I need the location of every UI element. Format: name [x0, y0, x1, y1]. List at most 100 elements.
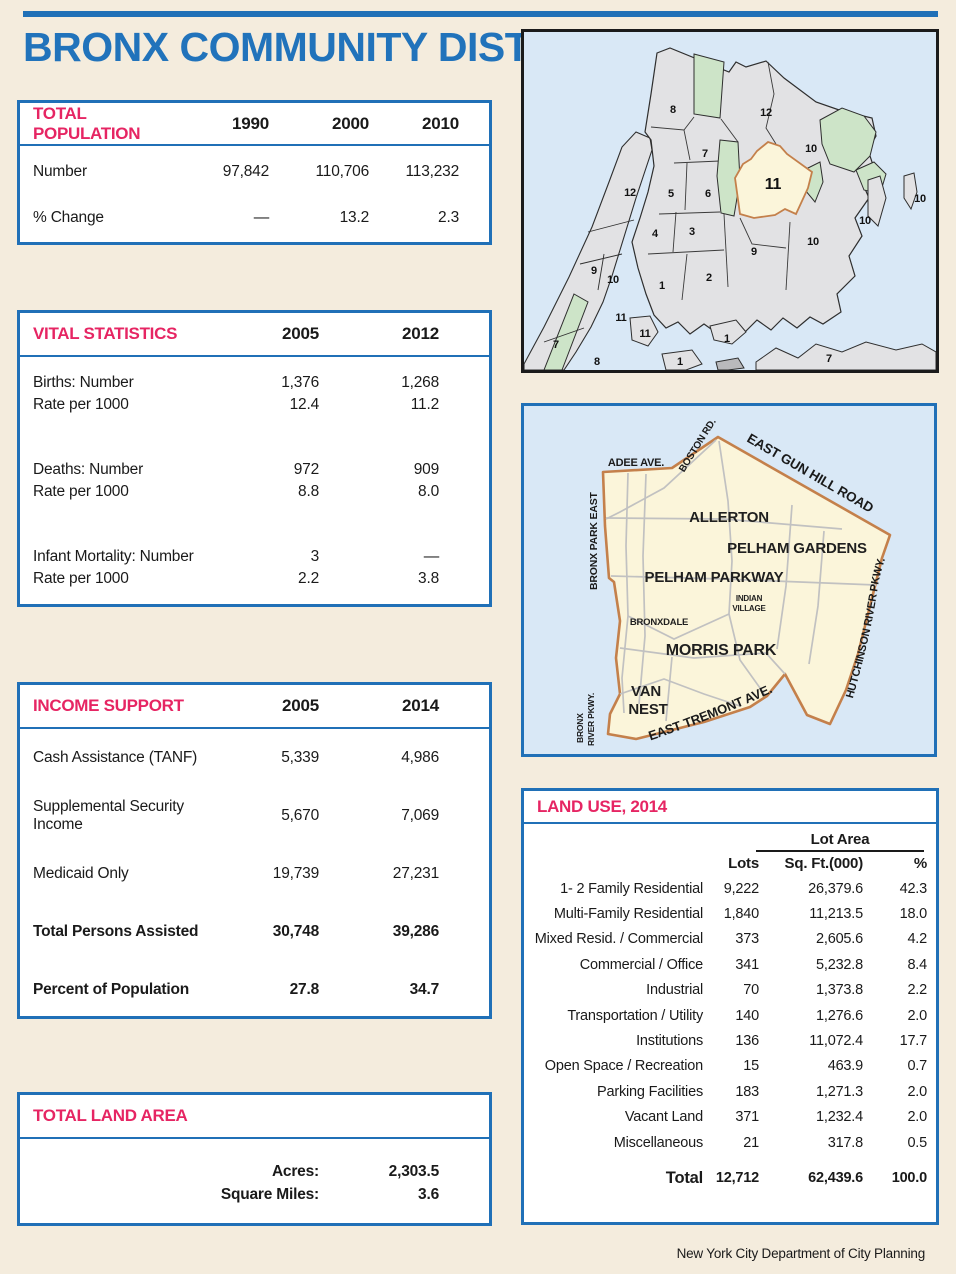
district-11-label: 11	[765, 176, 782, 193]
randalls-island-shape	[629, 315, 659, 347]
svg-text:5: 5	[668, 188, 674, 200]
pelham-bay-park-shape	[819, 107, 877, 173]
table-row: Rate per 1000 8.8 8.0	[33, 483, 439, 500]
svg-text:8: 8	[670, 104, 676, 116]
locator-map-svg: 8 12 7 10 12 5 6 11 10 10 4 3 9 10 9 10 …	[524, 32, 936, 370]
svg-text:11: 11	[639, 328, 650, 340]
pelham-gardens-label: PELHAM GARDENS	[727, 540, 867, 557]
total-land-area-table: TOTAL LAND AREA Acres: 2,303.5 Square Mi…	[17, 1092, 492, 1226]
svg-text:7: 7	[702, 148, 708, 160]
manhattan-landmass	[524, 131, 653, 370]
table-body: Number 97,842 110,706 113,232 % Change —…	[20, 146, 489, 241]
column-header: 2000	[331, 113, 369, 133]
district-11-detail-map: ADEE AVE. BOSTON RD. EAST GUN HILL ROAD …	[521, 403, 937, 757]
table-title: LAND USE, 2014	[537, 796, 667, 816]
svg-text:10: 10	[607, 274, 619, 286]
pelham-parkway-label: PELHAM PARKWAY	[645, 569, 784, 586]
svg-text:10: 10	[859, 215, 871, 227]
total-population-table: TOTAL POPULATION 1990 2000 2010 Number 9…	[17, 100, 492, 245]
lot-area-group-header: Lot Area	[756, 831, 924, 852]
svg-text:RIVER PKWY.: RIVER PKWY.	[586, 693, 596, 746]
svg-text:9: 9	[591, 265, 597, 277]
svg-text:8: 8	[594, 356, 600, 368]
column-header: 2005	[281, 324, 319, 343]
allerton-label: ALLERTON	[689, 509, 769, 526]
land-use-table: LAND USE, 2014 Lot Area Lots Sq. Ft.(000…	[521, 788, 939, 1225]
vital-statistics-table: VITAL STATISTICS 2005 2012 Births: Numbe…	[17, 310, 492, 607]
table-header: LAND USE, 2014	[524, 791, 936, 824]
table-title: TOTAL LAND AREA	[33, 1106, 188, 1125]
table-row: Industrial 70 1,373.8 2.2	[646, 982, 927, 999]
table-row: Births: Number 1,376 1,268	[33, 374, 439, 391]
column-header: Sq. Ft.(000)	[784, 855, 864, 872]
table-row: Rate per 1000 2.2 3.8	[33, 570, 439, 587]
central-park-shape	[543, 293, 589, 370]
hart-island-shape	[903, 172, 918, 211]
column-header: 1990	[231, 113, 269, 133]
table-row: Medicaid Only 19,739 27,231	[33, 865, 439, 882]
column-header: 2005	[281, 696, 319, 715]
table-row: Multi-Family Residential 1,840 11,213.5 …	[553, 906, 927, 923]
indian-village-label: INDIAN	[736, 594, 763, 603]
table-row: Cash Assistance (TANF) 5,339 4,986	[33, 749, 439, 766]
table-row: Vacant Land 371 1,232.4 2.0	[624, 1109, 927, 1126]
district-number-labels: 8 12 7 10 12 5 6 11 10 10 4 3 9 10 9 10 …	[553, 104, 926, 368]
table-header: VITAL STATISTICS 2005 2012	[20, 313, 489, 357]
table-row: Open Space / Recreation 15 463.9 0.7	[544, 1058, 927, 1075]
adee-ave-label: ADEE AVE.	[608, 457, 664, 469]
table-row: Total Persons Assisted 30,748 39,286	[33, 923, 439, 940]
table-header: INCOME SUPPORT 2005 2014	[20, 685, 489, 729]
births-group: Births: Number 1,376 1,268 Rate per 1000…	[20, 372, 489, 416]
svg-text:VILLAGE: VILLAGE	[732, 604, 766, 613]
top-accent-bar	[23, 11, 938, 17]
svg-text:10: 10	[805, 143, 817, 155]
table-row: Infant Mortality: Number 3 —	[33, 548, 439, 565]
table-header: TOTAL LAND AREA	[20, 1095, 489, 1139]
detail-map-svg: ADEE AVE. BOSTON RD. EAST GUN HILL ROAD …	[524, 406, 934, 754]
svg-text:10: 10	[914, 193, 926, 205]
table-body: Births: Number 1,376 1,268 Rate per 1000…	[20, 357, 489, 590]
table-row: 1- 2 Family Residential 9,222 26,379.6 4…	[560, 880, 927, 897]
table-title: TOTAL POPULATION	[33, 103, 141, 143]
total-row: Total 12,712 62,439.6 100.0	[665, 1168, 927, 1187]
table-row: Number 97,842 110,706 113,232	[33, 163, 459, 180]
svg-text:3: 3	[689, 226, 695, 238]
column-header: 2014	[401, 696, 439, 715]
street-grid	[605, 439, 877, 722]
van-cortlandt-park-shape	[693, 53, 725, 119]
svg-text:NEST: NEST	[628, 701, 667, 718]
bronx-park-shape	[716, 139, 741, 217]
table-row: Square Miles: 3.6	[220, 1185, 439, 1203]
table-row: Transportation / Utility 140 1,276.6 2.0	[567, 1007, 927, 1024]
svg-text:6: 6	[705, 188, 711, 200]
svg-text:10: 10	[807, 236, 819, 248]
column-header: 2010	[421, 113, 459, 133]
table-body: Cash Assistance (TANF) 5,339 4,986 Suppl…	[20, 729, 489, 1019]
table-row: Parking Facilities 183 1,271.3 2.0	[597, 1083, 927, 1100]
neighborhood-labels: ALLERTON PELHAM GARDENS PELHAM PARKWAY I…	[628, 509, 867, 718]
svg-text:1: 1	[724, 333, 730, 345]
column-header: Lots	[728, 855, 759, 872]
svg-text:1: 1	[659, 280, 665, 292]
table-row: Institutions 136 11,072.4 17.7	[636, 1033, 927, 1050]
table-body: Lot Area Lots Sq. Ft.(000) % 1- 2 Family…	[524, 831, 936, 1192]
deaths-group: Deaths: Number 972 909 Rate per 1000 8.8…	[20, 459, 489, 503]
table-row: Percent of Population 27.8 34.7	[33, 981, 439, 998]
column-header-row: Lots Sq. Ft.(000) %	[524, 852, 936, 876]
morris-park-label: MORRIS PARK	[666, 642, 777, 659]
column-header: %	[913, 855, 927, 872]
district-boundaries	[647, 61, 791, 301]
svg-text:7: 7	[553, 339, 559, 351]
table-row: Commercial / Office 341 5,232.8 8.4	[579, 956, 927, 973]
svg-text:12: 12	[760, 107, 772, 119]
column-header: 2012	[401, 324, 439, 343]
svg-text:2: 2	[706, 272, 712, 284]
table-row: Supplemental Security Income 5,670 7,069	[33, 798, 439, 833]
table-row: % Change — 13.2 2.3	[33, 209, 459, 226]
table-title: INCOME SUPPORT	[33, 696, 184, 715]
table-row: Acres: 2,303.5	[271, 1162, 439, 1180]
bronx-districts-locator-map: 8 12 7 10 12 5 6 11 10 10 4 3 9 10 9 10 …	[521, 29, 939, 373]
city-island-shape	[867, 175, 887, 227]
svg-text:9: 9	[751, 246, 757, 258]
